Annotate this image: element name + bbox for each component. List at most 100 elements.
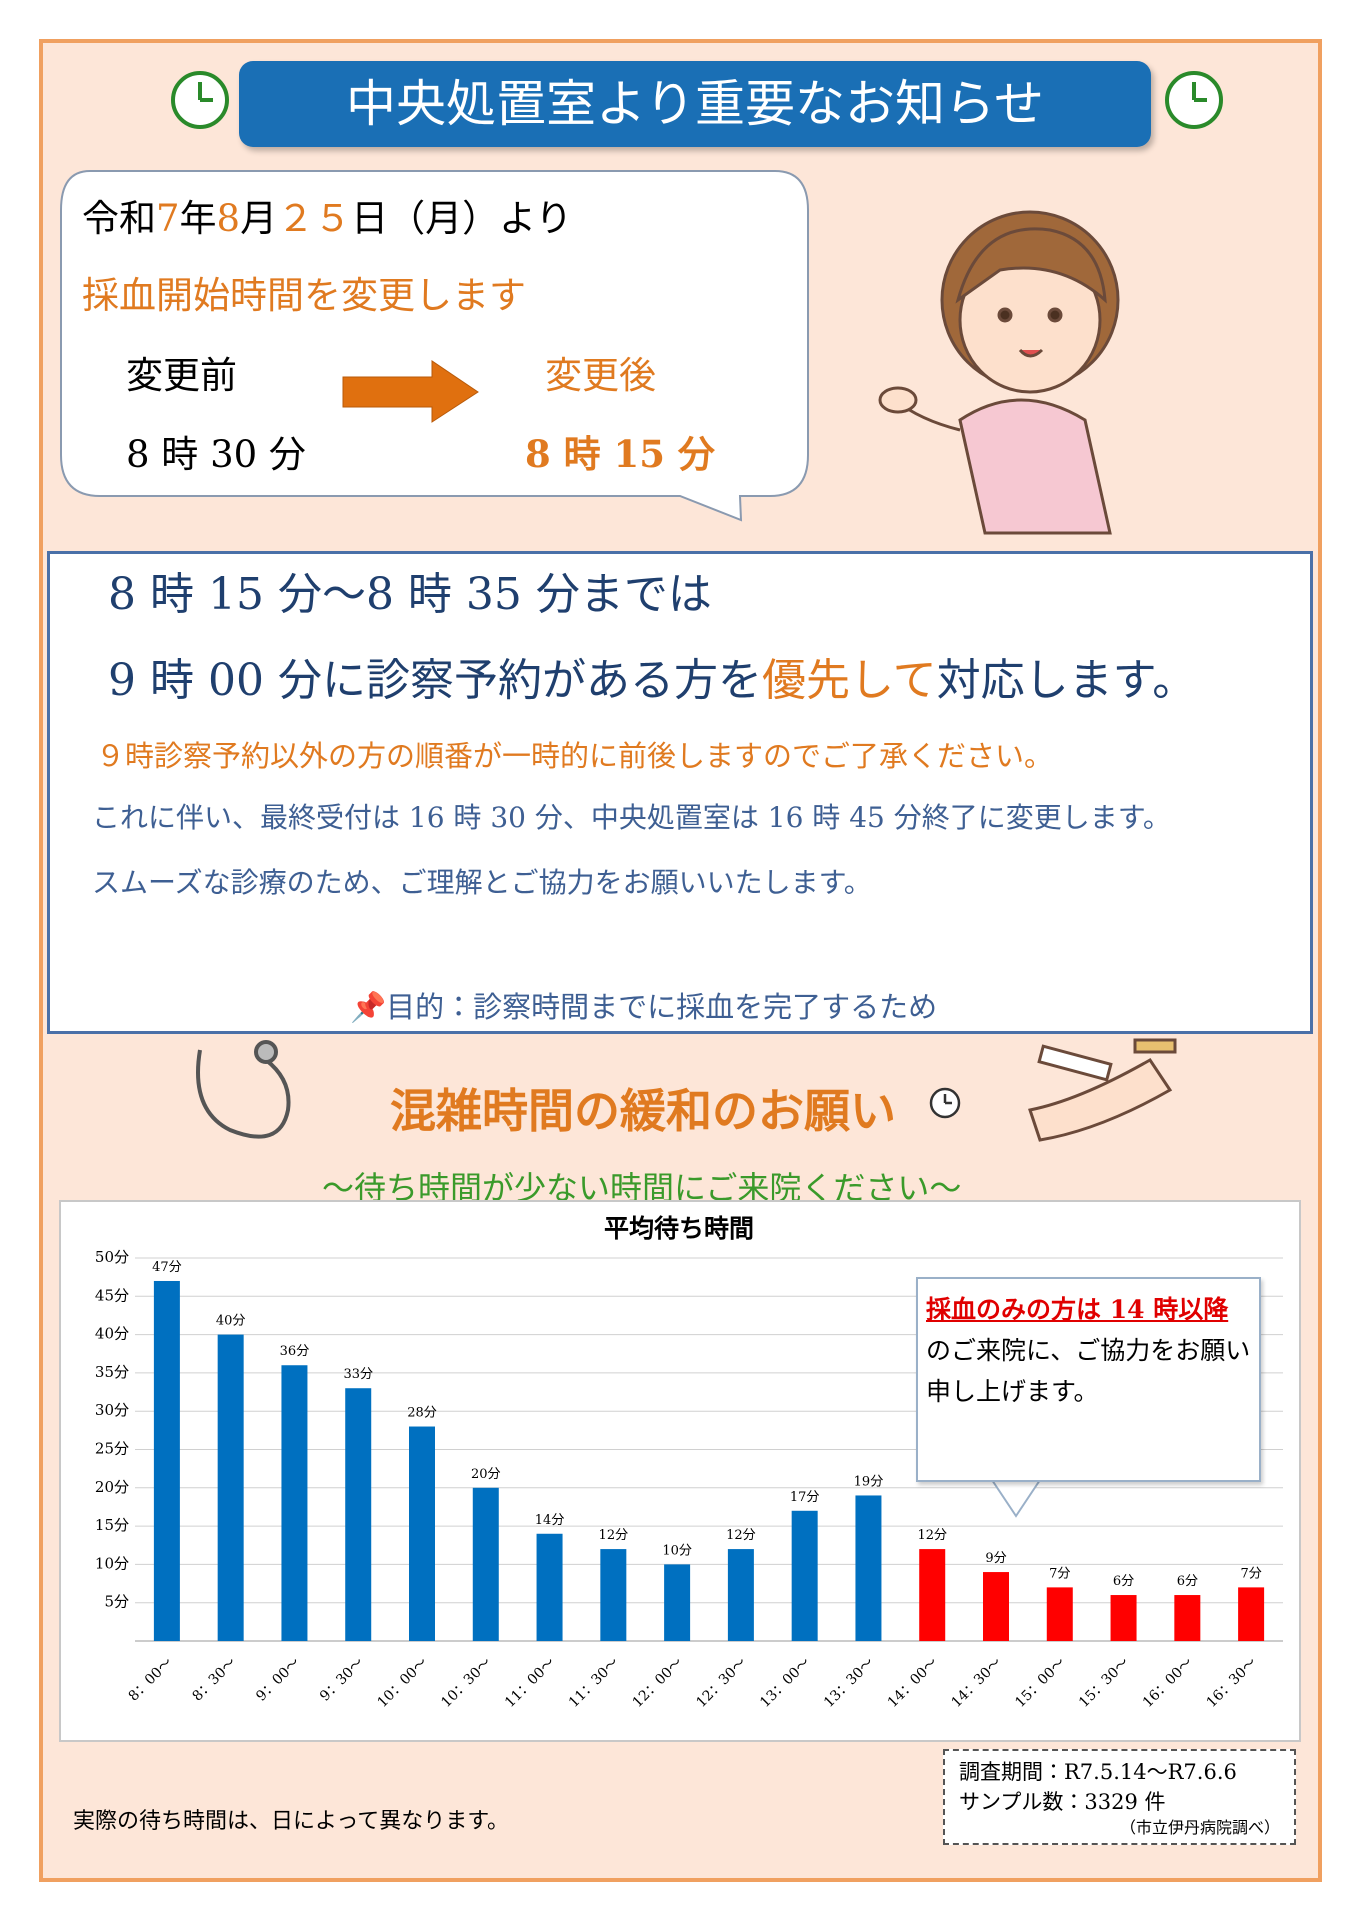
callout-highlight: 採血のみの方は 14 時以降	[926, 1295, 1229, 1324]
chart-title: 平均待ち時間	[604, 1214, 754, 1243]
y-tick-label: 10分	[95, 1554, 129, 1572]
value-label: 6分	[1113, 1574, 1134, 1589]
chart: 平均待ち時間 5分 10分 15分 20分 25分 30分 35分 40分 45分 50分 8：00…	[95, 1214, 1283, 1711]
speech-bubble	[60, 170, 809, 522]
y-tick-label: 15分	[95, 1516, 129, 1534]
callout-tail	[991, 1480, 1041, 1518]
value-label: 17分	[790, 1490, 820, 1505]
value-label: 19分	[854, 1474, 884, 1489]
title-banner: 中央処置室より重要なお知らせ	[239, 61, 1151, 147]
bar	[153, 1280, 180, 1641]
headline: 採血開始時間を変更します	[82, 274, 526, 317]
notice-emphasis: 優先して	[761, 655, 937, 706]
section-title: 混雑時間の緩和のお願い	[390, 1084, 896, 1138]
purpose-text: 目的：診察時間までに採血を完了するため	[386, 990, 938, 1024]
bar	[1110, 1595, 1137, 1641]
x-tick-label: 10：00～	[375, 1655, 431, 1711]
arrow	[342, 360, 479, 423]
x-tick-label: 10：30～	[438, 1655, 494, 1711]
value-label: 6分	[1177, 1574, 1198, 1589]
callout-text: のご来院に、ご協力をお願い申し上げます。	[926, 1336, 1251, 1406]
value-label: 33分	[343, 1367, 373, 1382]
bar	[919, 1549, 946, 1641]
x-tick-label: 14：00～	[885, 1655, 941, 1711]
x-tick-label: 9：00～	[253, 1655, 303, 1705]
value-label: 7分	[1049, 1566, 1070, 1581]
bar	[727, 1549, 754, 1641]
bar	[983, 1572, 1009, 1641]
nurse-illustration	[878, 210, 1120, 535]
purpose: 📌目的：診察時間までに採血を完了するため	[350, 984, 937, 1026]
pin-icon: 📌	[350, 990, 387, 1024]
before-time: 8 時 30 分	[126, 433, 306, 476]
clock-icon	[171, 71, 1223, 129]
bar	[1238, 1587, 1265, 1641]
bar	[791, 1510, 818, 1641]
survey-sample: サンプル数：3329 件	[959, 1790, 1166, 1814]
footer-note: 実際の待ち時間は、日によって異なります。	[73, 1809, 510, 1834]
x-tick-label: 11：30～	[566, 1655, 622, 1711]
value-label: 12分	[726, 1528, 756, 1543]
survey-source: （市立伊丹病院調べ）	[1119, 1818, 1280, 1837]
y-tick-label: 50分	[95, 1248, 129, 1266]
value-label: 9分	[985, 1551, 1006, 1566]
notice-box	[47, 551, 1313, 1034]
date-text: 日（月）より	[351, 197, 573, 240]
value-label: 12分	[917, 1528, 947, 1543]
bar	[472, 1487, 499, 1641]
y-tick-label: 40分	[95, 1325, 129, 1343]
x-tick-label: 16：00～	[1140, 1655, 1196, 1711]
date-text: 7	[156, 197, 180, 240]
notice-line: スムーズな診療のため、ご理解とご協力をお願いいたします。	[92, 866, 872, 899]
bar	[1174, 1595, 1201, 1641]
bar	[536, 1533, 563, 1641]
after-time: 8 時 15 分	[525, 432, 715, 476]
x-tick-label: 15：30～	[1076, 1655, 1132, 1711]
notice-text: 9 時 00 分に診察予約がある方を	[108, 655, 762, 706]
value-label: 36分	[280, 1344, 310, 1359]
callout: 採血のみの方は 14 時以降のご来院に、ご協力をお願い申し上げます。	[916, 1277, 1261, 1482]
notice-line: 9 時 00 分に診察予約がある方を優先して対応します。	[108, 644, 1196, 708]
bar	[600, 1549, 627, 1641]
y-tick-label: 20分	[95, 1478, 129, 1496]
x-tick-label: 13：00～	[757, 1655, 813, 1711]
bar	[345, 1388, 372, 1641]
notice-text: 対応します。	[936, 655, 1197, 706]
survey-box: 調査期間：R7.5.14～R7.6.6 サンプル数：3329 件 （市立伊丹病院…	[943, 1749, 1296, 1845]
injection-illustration	[1028, 1038, 1177, 1142]
notice-line: 8 時 15 分～8 時 35 分までは	[108, 569, 712, 620]
bar	[855, 1495, 882, 1641]
date-text: 令和	[82, 197, 156, 240]
page-title: 中央処置室より重要なお知らせ	[346, 75, 1044, 133]
value-label: 28分	[407, 1406, 437, 1421]
y-tick-label: 25分	[95, 1440, 129, 1458]
date-text: 8	[216, 197, 241, 240]
notice-note: ９時診察予約以外の方の順番が一時的に前後しますのでご了承ください。	[96, 739, 1054, 773]
bar	[1046, 1587, 1073, 1641]
x-tick-label: 9：30～	[317, 1655, 367, 1705]
x-tick-label: 8：30～	[189, 1655, 239, 1705]
x-tick-label: 16：30～	[1204, 1655, 1260, 1711]
value-label: 10分	[662, 1543, 692, 1558]
x-tick-label: 15：00～	[1012, 1655, 1068, 1711]
x-tick-label: 12：00～	[630, 1655, 686, 1711]
stethoscope-illustration	[196, 1040, 291, 1139]
value-label: 20分	[471, 1467, 501, 1482]
bar	[664, 1564, 691, 1641]
x-tick-label: 14：30～	[949, 1655, 1005, 1711]
value-label: 12分	[599, 1528, 629, 1543]
date-text: 年	[179, 197, 217, 240]
bar	[281, 1365, 308, 1641]
bar	[217, 1334, 244, 1641]
x-tick-label: 11：00～	[502, 1655, 558, 1711]
value-label: 14分	[535, 1513, 565, 1528]
notice-line: これに伴い、最終受付は 16 時 30 分、中央処置室は 16 時 45 分終了…	[92, 801, 1171, 834]
value-label: 47分	[152, 1260, 182, 1275]
date-text: ２５	[277, 197, 352, 240]
x-tick-label: 12：30～	[693, 1655, 749, 1711]
after-label: 変更後	[545, 354, 656, 397]
clock-icon	[929, 1087, 961, 1119]
survey-period: 調査期間：R7.5.14～R7.6.6	[959, 1760, 1237, 1784]
